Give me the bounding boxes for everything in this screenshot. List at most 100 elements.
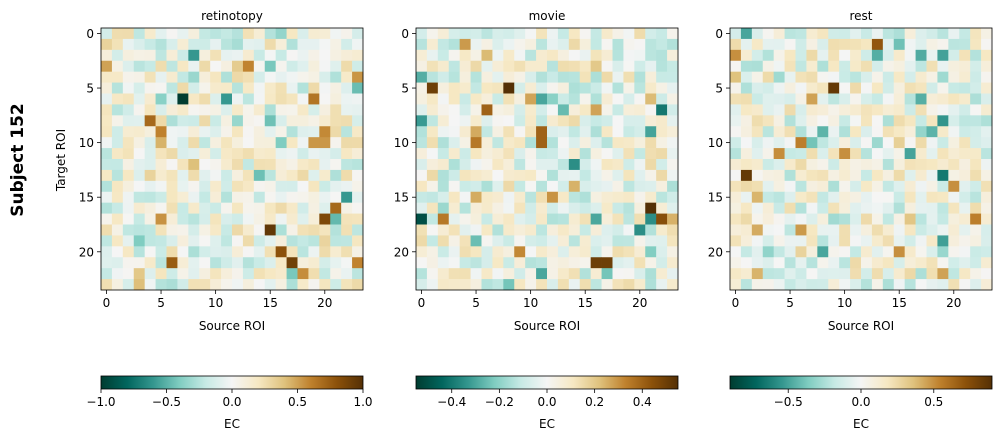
- heatmap-cell: [242, 126, 255, 138]
- heatmap-cell: [503, 169, 515, 182]
- heatmap-cell: [557, 137, 570, 149]
- heatmap-cell: [773, 169, 785, 182]
- heatmap-cell: [459, 191, 471, 204]
- heatmap-cell: [861, 82, 873, 94]
- heatmap-cell: [330, 148, 342, 160]
- heatmap-cell: [751, 202, 764, 214]
- heatmap-cell: [882, 38, 895, 51]
- heatmap-cell: [861, 202, 873, 214]
- heatmap-cell: [882, 213, 895, 225]
- heatmap-cell: [470, 148, 482, 160]
- heatmap-cell: [730, 49, 742, 62]
- heatmap-cell: [459, 202, 471, 214]
- heatmap-cell: [981, 28, 993, 40]
- heatmap-cell: [926, 60, 938, 73]
- heatmap-cell: [426, 28, 439, 40]
- heatmap-cell: [122, 115, 135, 127]
- heatmap-cell: [795, 180, 807, 193]
- heatmap-cell: [590, 268, 602, 280]
- heatmap-cell: [470, 169, 482, 182]
- heatmap-cell: [656, 148, 668, 160]
- heatmap-cell: [773, 246, 785, 258]
- heatmap-cell: [341, 213, 353, 225]
- heatmap-cell: [492, 60, 504, 73]
- heatmap-cell: [547, 246, 559, 258]
- heatmap-cell: [448, 213, 461, 225]
- heatmap-cell: [740, 180, 753, 193]
- heatmap-cell: [330, 71, 342, 83]
- heatmap-cell: [882, 268, 895, 280]
- heatmap-cell: [871, 224, 884, 236]
- heatmap-cell: [341, 169, 353, 182]
- heatmap-cell: [308, 257, 320, 269]
- heatmap-cell: [286, 180, 298, 193]
- heatmap-cell: [437, 38, 450, 51]
- heatmap-cell: [882, 257, 895, 269]
- heatmap-cell: [448, 268, 461, 280]
- heatmap-cell: [568, 126, 581, 138]
- heatmap-cell: [101, 169, 113, 182]
- heatmap-cell: [448, 60, 461, 73]
- heatmap-cell: [656, 246, 668, 258]
- heatmap-cell: [470, 235, 482, 247]
- heatmap-cell: [470, 224, 482, 236]
- heatmap-cell: [981, 213, 993, 225]
- heatmap-cell: [656, 93, 668, 105]
- heatmap-cell: [893, 115, 906, 127]
- heatmap-cell: [177, 104, 189, 116]
- heatmap-cell: [426, 268, 439, 280]
- heatmap-cell: [904, 159, 916, 171]
- heatmap-cell: [817, 60, 829, 73]
- heatmap-cell: [850, 159, 862, 171]
- heatmap-cell: [579, 104, 592, 116]
- heatmap-cell: [470, 279, 482, 291]
- heatmap-cell: [579, 49, 592, 62]
- heatmap-cell: [242, 148, 255, 160]
- heatmap-cell: [101, 49, 113, 62]
- heatmap-cell: [751, 257, 764, 269]
- heatmap-cell: [795, 126, 807, 138]
- heatmap-cell: [915, 159, 927, 171]
- heatmap-cell: [232, 104, 244, 116]
- heatmap-cell: [308, 202, 320, 214]
- heatmap-cell: [915, 115, 927, 127]
- heatmap-cell: [850, 246, 862, 258]
- heatmap-cell: [111, 137, 124, 149]
- heatmap-cell: [806, 82, 818, 94]
- heatmap-cell: [188, 235, 200, 247]
- heatmap-cell: [547, 49, 559, 62]
- heatmap-cell: [155, 235, 167, 247]
- heatmap-cell: [762, 159, 775, 171]
- heatmap-cell: [122, 28, 135, 40]
- heatmap-cell: [667, 115, 679, 127]
- colorbar-label: EC: [853, 417, 869, 431]
- heatmap-cell: [948, 126, 960, 138]
- heatmap-cell: [275, 246, 287, 258]
- heatmap-cell: [645, 28, 657, 40]
- heatmap-cell: [297, 202, 309, 214]
- heatmap-cell: [817, 104, 829, 116]
- heatmap-cell: [536, 115, 548, 127]
- heatmap-cell: [133, 60, 146, 73]
- heatmap-cell: [871, 82, 884, 94]
- heatmap-cell: [893, 93, 906, 105]
- heatmap-cell: [817, 202, 829, 214]
- heatmap-cell: [634, 38, 646, 51]
- heatmap-cell: [915, 82, 927, 94]
- heatmap-cell: [437, 137, 450, 149]
- heatmap-cell: [601, 169, 613, 182]
- heatmap-cell: [122, 148, 135, 160]
- heatmap-cell: [751, 137, 764, 149]
- heatmap-cell: [893, 191, 906, 204]
- heatmap-cell: [784, 202, 796, 214]
- heatmap-cell: [101, 28, 113, 40]
- heatmap-cell: [319, 137, 331, 149]
- heatmap-cell: [492, 137, 504, 149]
- heatmap-cell: [437, 71, 450, 83]
- heatmap-cell: [459, 137, 471, 149]
- heatmap-cell: [839, 28, 851, 40]
- heatmap-cell: [144, 224, 156, 236]
- heatmap-cell: [221, 93, 233, 105]
- heatmap-cell: [199, 213, 211, 225]
- heatmap-cell: [437, 93, 450, 105]
